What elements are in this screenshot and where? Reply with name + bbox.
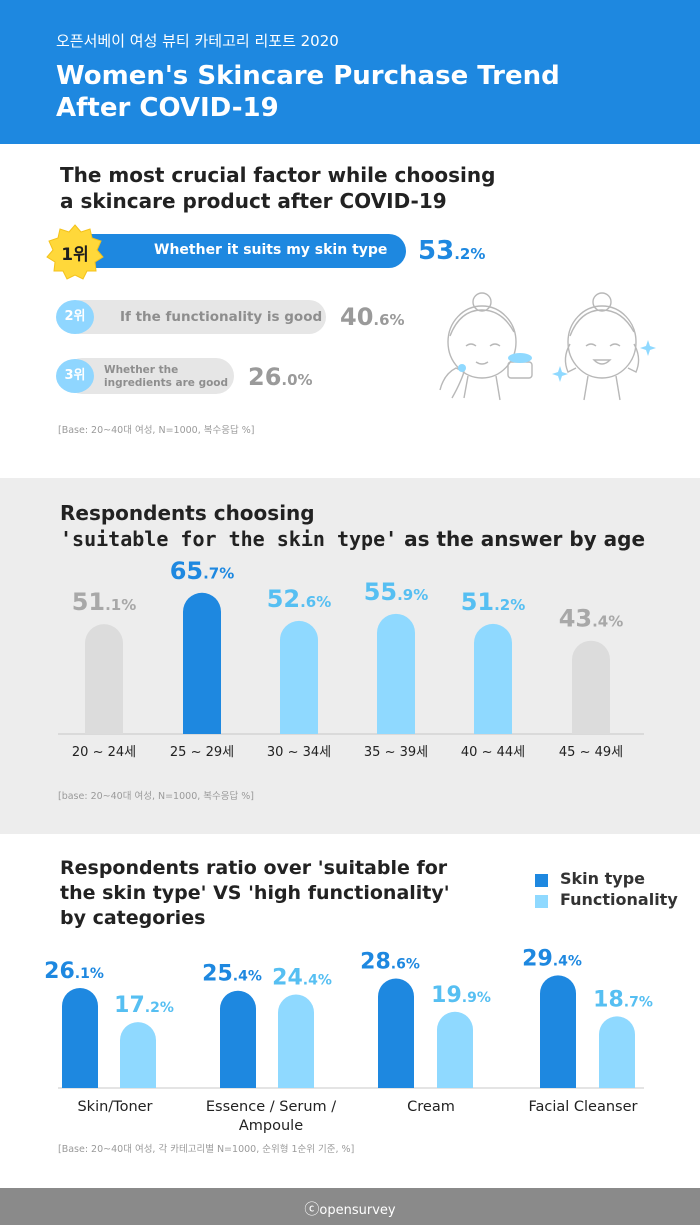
age-value-label: 43.4%: [559, 605, 624, 633]
age-bar: [377, 613, 415, 734]
skin-type-bar: [62, 988, 98, 1088]
section1-base-note: [Base: 20~40대 여성, N=1000, 복수응답 %]: [58, 425, 255, 436]
rank2-value-dec: .6%: [373, 311, 405, 329]
rank1-value-int: 53: [418, 236, 455, 266]
rank1-value: 53.2%: [418, 236, 485, 266]
footer-brand-label: opensurvey: [319, 1203, 396, 1218]
age-category-label: 40 ~ 44세: [461, 745, 525, 758]
age-value-label: 55.9%: [364, 578, 429, 606]
section2-title: Respondents choosing 'suitable for the s…: [60, 500, 645, 552]
rank1-bar: [68, 234, 406, 268]
age-bar: [85, 624, 123, 734]
title-line-2: After COVID-19: [56, 93, 279, 123]
category-label: Ampoule: [239, 1118, 303, 1134]
rank2-badge: 2위: [56, 300, 94, 334]
skin-type-value-label: 26.1%: [44, 959, 104, 984]
rank2-bar: [64, 300, 326, 334]
rank3-value-int: 26: [248, 363, 282, 391]
age-category-label: 45 ~ 49세: [559, 745, 623, 758]
rank3-badge: 3위: [56, 359, 94, 393]
rank3-category-line-2: ingredients are good: [104, 377, 229, 389]
functionality-value-label: 17.2%: [114, 993, 174, 1018]
category-label: Cream: [407, 1099, 455, 1115]
skin-type-value-label: 28.6%: [360, 949, 420, 974]
age-category-label: 30 ~ 34세: [267, 745, 331, 758]
age-value-label: 51.1%: [72, 588, 137, 616]
age-bar-chart: 51.1% 20 ~ 24세 65.7% 25 ~ 29세 52.6% 30 ~ 34세 5…: [58, 558, 644, 758]
age-value-label: 52.6%: [267, 585, 332, 613]
section3-title-line-2: the skin type' VS 'high functionality': [60, 882, 450, 904]
functionality-value-label: 18.7%: [593, 987, 653, 1012]
rank3-value: 26.0%: [248, 363, 313, 391]
skin-type-value-label: 29.4%: [522, 946, 582, 971]
age-value-label: 65.7%: [170, 558, 235, 585]
skin-type-bar: [220, 990, 256, 1088]
page-title: Women's Skincare Purchase Trend After CO…: [56, 60, 676, 124]
functionality-bar: [599, 1016, 635, 1088]
age-category-label: 25 ~ 29세: [170, 745, 234, 758]
section2-title-rest: as the answer by age: [397, 527, 646, 551]
footer-brand: ⓒopensurvey: [0, 1198, 700, 1219]
age-bar: [183, 592, 221, 734]
legend-skin-type-swatch: [535, 874, 548, 887]
rank3-category: Whether the ingredients are good: [104, 364, 228, 390]
header-banner: 오픈서베이 여성 뷰티 카테고리 리포트 2020 Women's Skinca…: [0, 0, 700, 144]
rank2-value: 40.6%: [340, 303, 405, 331]
age-value-label: 51.2%: [461, 588, 526, 616]
rank2-category: If the functionality is good: [120, 309, 323, 325]
rank1-value-dec: .2%: [454, 245, 486, 263]
category-label: Facial Cleanser: [528, 1099, 637, 1115]
section2-title-highlight: 'suitable for the skin type': [60, 527, 398, 551]
footer-bar: ⓒopensurvey: [0, 1188, 700, 1225]
legend-functionality-label: Functionality: [560, 890, 678, 909]
age-bar: [572, 640, 610, 734]
women-skincare-illustration: [439, 292, 656, 401]
rank3-category-line-1: Whether the: [104, 364, 179, 376]
functionality-value-label: 19.9%: [431, 983, 491, 1008]
section-by-age: Respondents choosing 'suitable for the s…: [0, 478, 700, 834]
functionality-value-label: 24.4%: [272, 966, 332, 991]
functionality-bar: [437, 1011, 473, 1088]
category-label: Skin/Toner: [77, 1099, 152, 1115]
section1-title: The most crucial factor while choosing a…: [60, 162, 495, 214]
section3-title: Respondents ratio over 'suitable for the…: [60, 856, 450, 931]
functionality-bar: [120, 1022, 156, 1088]
section2-title-line-1: Respondents choosing: [60, 501, 315, 525]
copyright-icon: ⓒ: [304, 1200, 320, 1218]
section1-title-line-2: a skincare product after COVID-19: [60, 189, 447, 213]
section1-title-line-1: The most crucial factor while choosing: [60, 163, 496, 187]
report-subtitle: 오픈서베이 여성 뷰티 카테고리 리포트 2020: [56, 32, 339, 50]
category-bar-chart: 26.1% 25.4% 28.6% 29.4% 17.2% 24.4% 19.9% 18.7%…: [44, 946, 653, 1134]
section3-title-line-1: Respondents ratio over 'suitable for: [60, 857, 448, 879]
age-category-label: 35 ~ 39세: [364, 745, 428, 758]
skin-type-bar: [540, 975, 576, 1088]
skin-type-value-label: 25.4%: [202, 962, 262, 987]
rank1-badge-icon: 1위: [46, 224, 104, 280]
title-line-1: Women's Skincare Purchase Trend: [56, 61, 560, 91]
section3-title-line-3: by categories: [60, 907, 206, 929]
legend-skin-type-label: Skin type: [560, 869, 645, 888]
section2-title-line-2: 'suitable for the skin type' as the answ…: [60, 526, 645, 552]
legend-functionality-swatch: [535, 895, 548, 908]
section2-base-note: [base: 20~40대 여성, N=1000, 복수응답 %]: [58, 791, 254, 802]
skin-type-bar: [378, 978, 414, 1088]
functionality-bar: [278, 994, 314, 1088]
age-category-label: 20 ~ 24세: [72, 745, 136, 758]
section3-base-note: [Base: 20~40대 여성, 각 카테고리별 N=1000, 순위형 1순…: [58, 1144, 355, 1155]
rank1-category: Whether it suits my skin type: [154, 242, 388, 258]
age-bar: [474, 623, 512, 734]
rank3-value-dec: .0%: [281, 371, 313, 389]
category-label: Essence / Serum /: [206, 1099, 336, 1115]
rank1-label: 1위: [61, 245, 88, 265]
age-bar: [280, 620, 318, 734]
rank2-value-int: 40: [340, 303, 374, 331]
